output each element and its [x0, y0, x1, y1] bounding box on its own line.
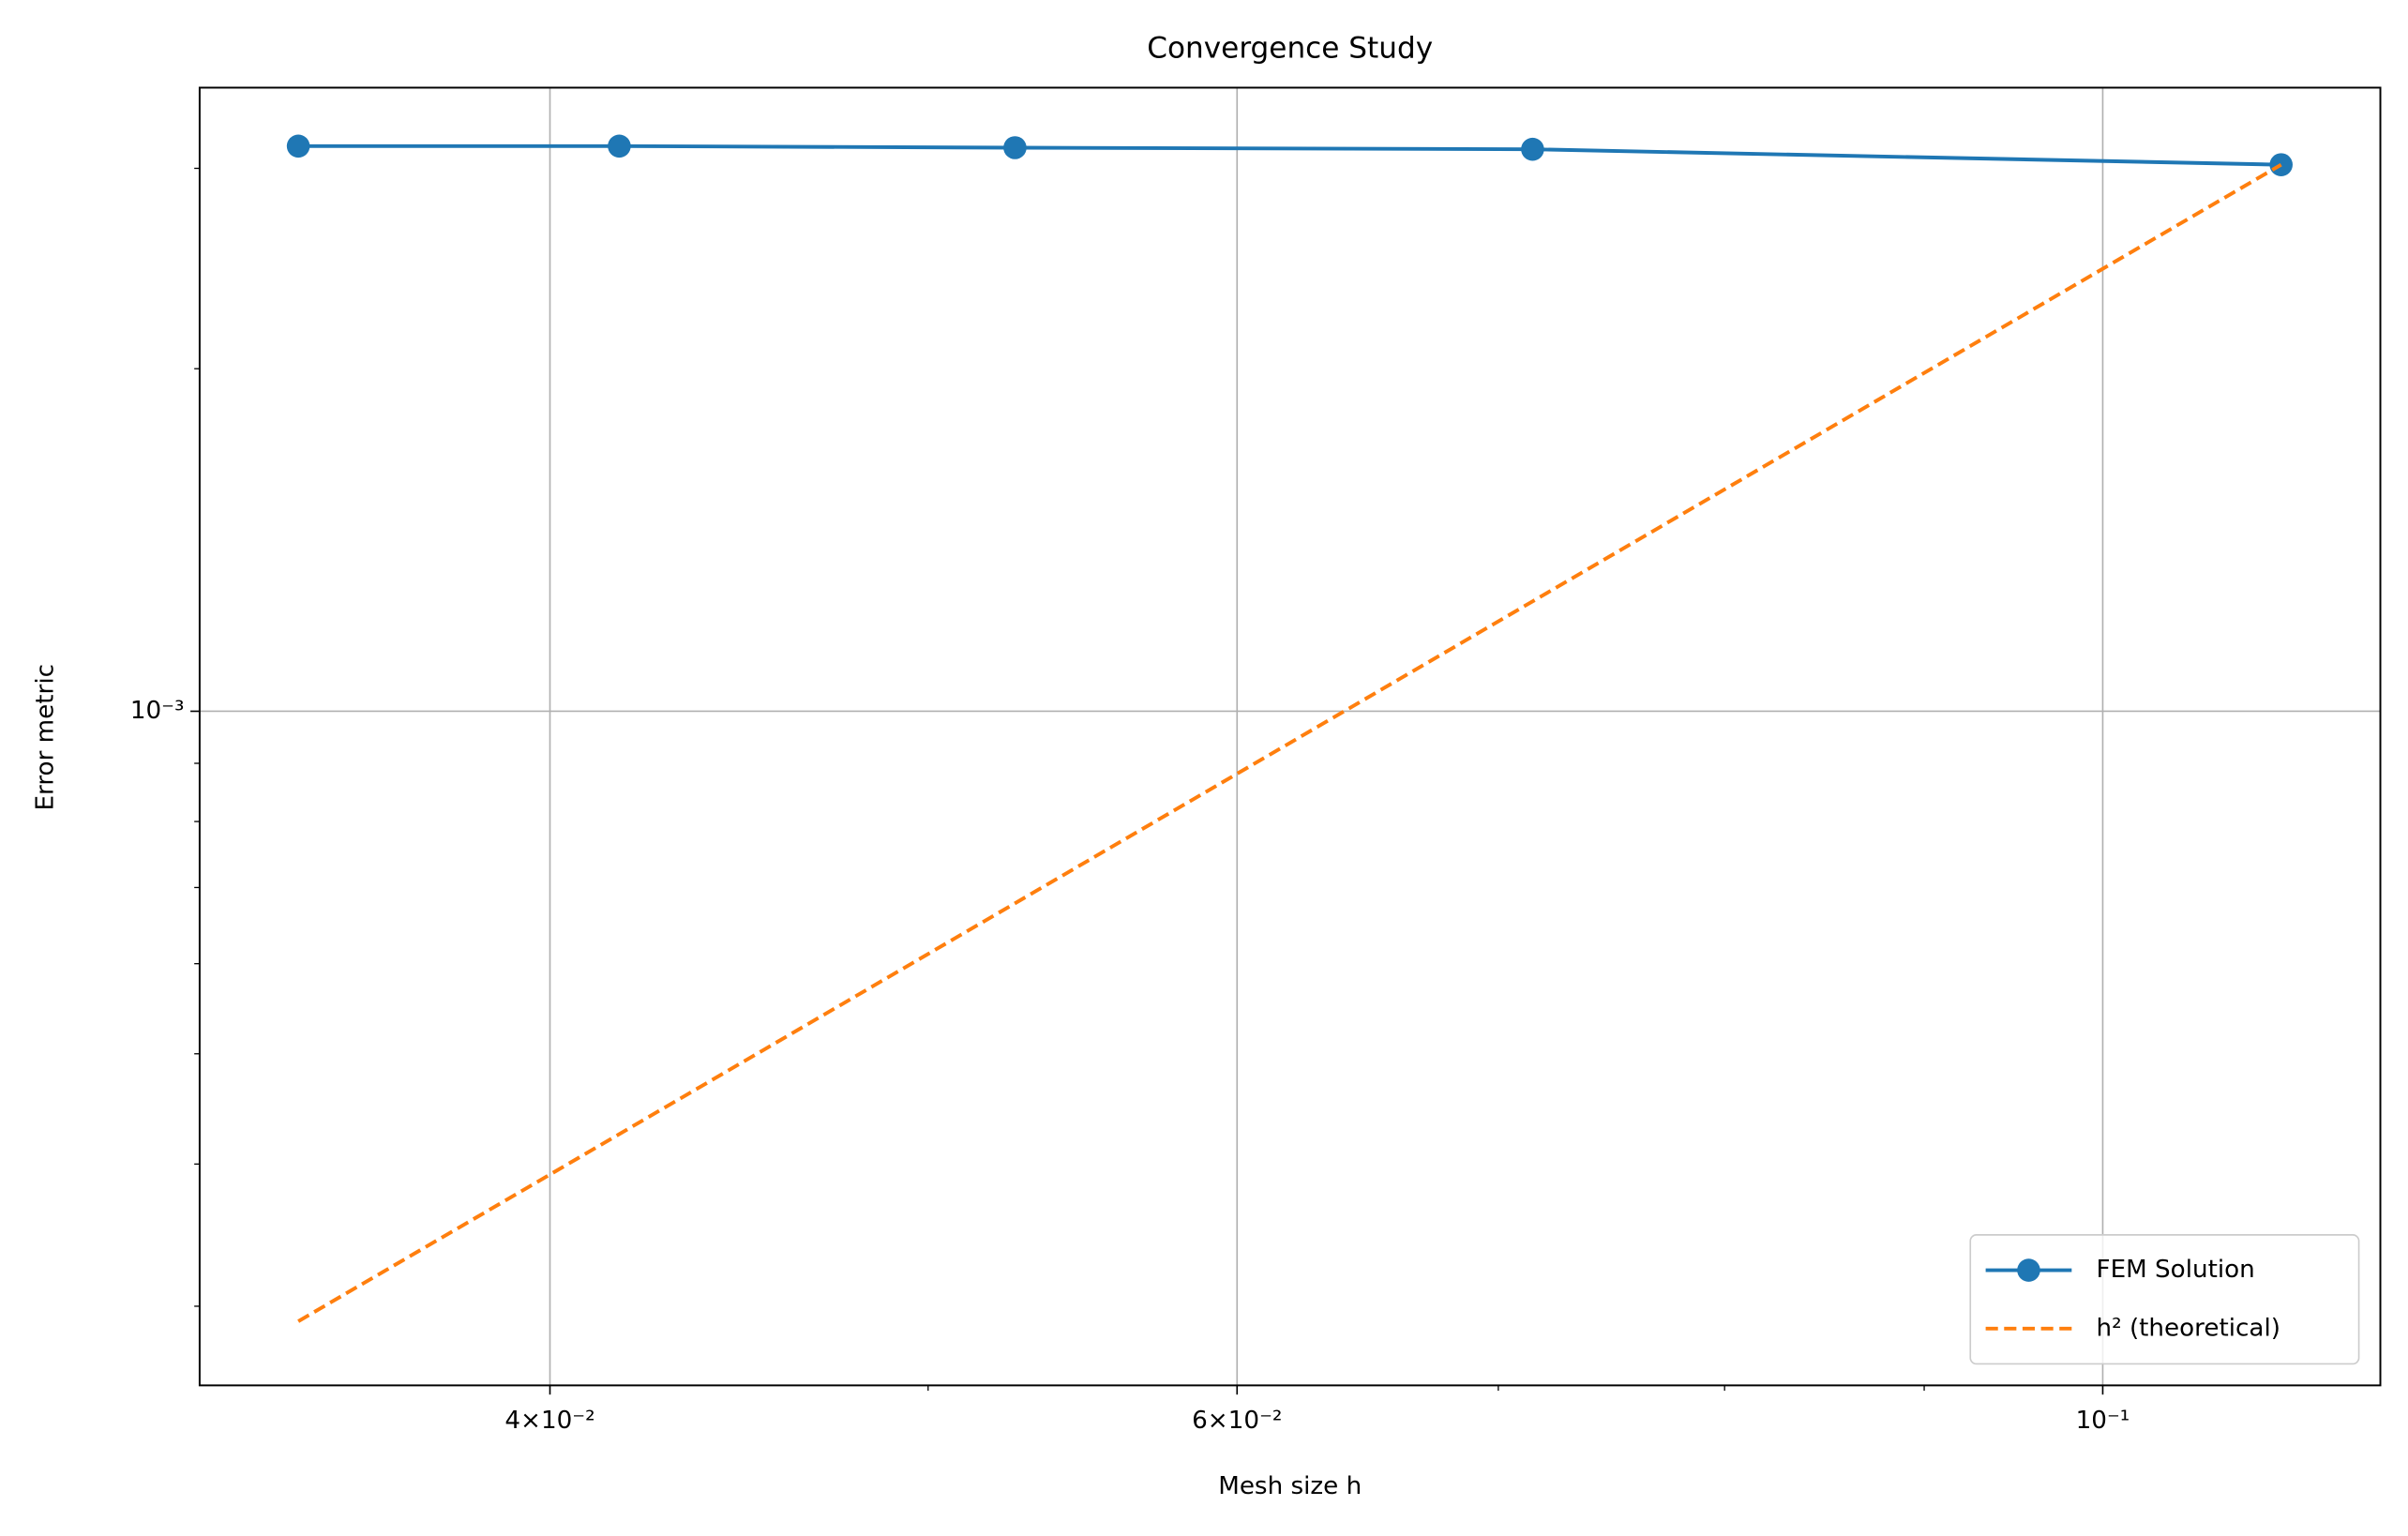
- legend: FEM Solution h² (theoretical): [1969, 1234, 2360, 1365]
- y-axis-label: Error metric: [32, 664, 60, 810]
- legend-box: [1969, 1234, 2360, 1365]
- data-point: [1521, 137, 1544, 161]
- x-axis-label: Mesh size h: [1218, 1472, 1362, 1500]
- chart-title: Convergence Study: [1147, 32, 1433, 66]
- data-point: [1003, 136, 1027, 159]
- data-point: [286, 134, 310, 158]
- plot-frame: [198, 86, 2382, 1387]
- x-tick-label: 6×10⁻²: [1192, 1407, 1282, 1435]
- legend-label: FEM Solution: [2097, 1256, 2255, 1284]
- y-tick-label: 10⁻³: [130, 697, 185, 725]
- data-point: [2269, 153, 2293, 176]
- legend-marker: [2017, 1258, 2040, 1282]
- series-line: [297, 162, 2282, 1323]
- x-tick-label: 10⁻¹: [2076, 1407, 2130, 1435]
- legend-label: h² (theoretical): [2097, 1314, 2280, 1342]
- x-tick-label: 4×10⁻²: [504, 1407, 594, 1435]
- data-point: [608, 134, 631, 158]
